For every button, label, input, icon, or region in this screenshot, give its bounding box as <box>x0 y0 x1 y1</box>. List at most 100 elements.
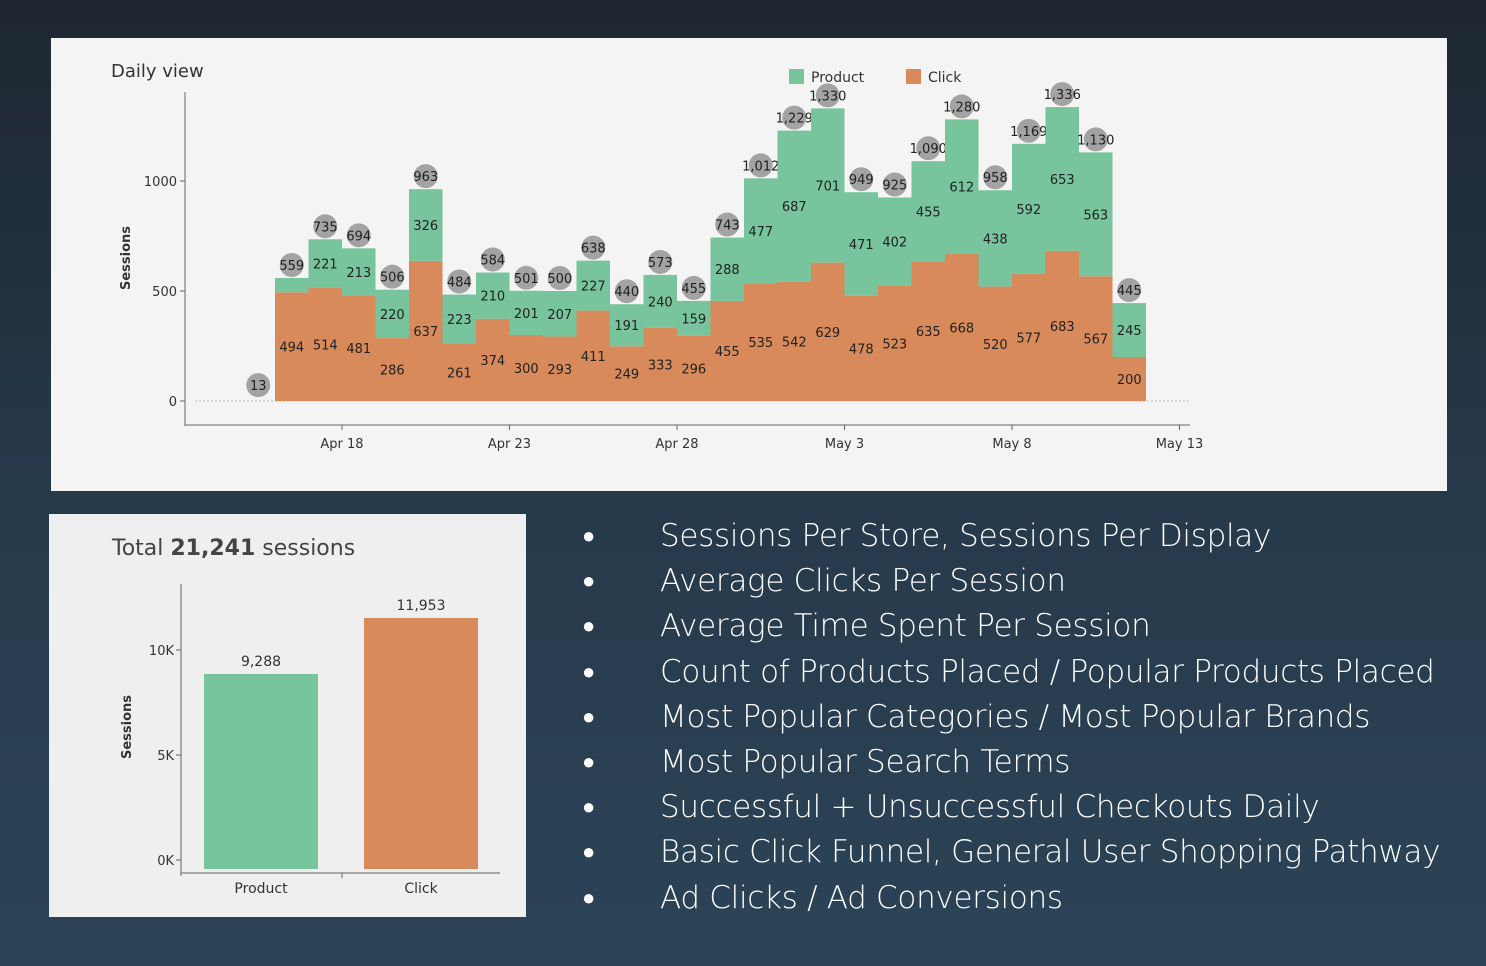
total-marker <box>1083 127 1108 152</box>
click-value-label: 249 <box>614 368 639 383</box>
bullet-icon: ● <box>582 749 595 775</box>
total-value-label: 500 <box>547 272 572 287</box>
bar-click <box>364 617 478 869</box>
click-value-label: 567 <box>1083 333 1108 348</box>
bar-group-apr-22: 374 210 584 <box>476 247 510 401</box>
click-value-label: 577 <box>1016 332 1041 347</box>
bar-product <box>509 290 543 335</box>
bar-click <box>777 281 811 401</box>
bar-click <box>978 286 1012 401</box>
total-marker <box>614 279 639 304</box>
click-value-label: 455 <box>715 345 740 360</box>
click-value-label: 514 <box>313 338 338 353</box>
total-value-label: 638 <box>581 242 606 257</box>
click-value-label: 629 <box>815 326 840 341</box>
total-marker <box>380 264 405 289</box>
product-value-label: 687 <box>782 200 807 215</box>
y-tick-label: 0K <box>157 854 174 869</box>
bar-click <box>945 254 979 401</box>
bar-product <box>844 192 878 296</box>
bar-group-apr-20: 637 326 963 <box>409 164 443 401</box>
bar-group-apr-29: 455 288 743 <box>710 212 744 401</box>
total-title: Total 21,241 sessions <box>111 536 355 561</box>
y-tick-label: 10K <box>149 644 175 659</box>
product-value-label: 210 <box>480 290 505 305</box>
y-tick-label: 500 <box>152 285 177 300</box>
bar-product <box>1012 143 1046 275</box>
product-value-label: 240 <box>648 295 673 310</box>
bar-click <box>878 285 912 401</box>
total-value-label: 1,336 <box>1044 88 1081 103</box>
product-value-label: 471 <box>849 238 874 253</box>
bar-click <box>744 283 778 401</box>
bar-product <box>945 119 979 255</box>
product-value-label: 213 <box>346 266 371 281</box>
feature-list-text: Sessions Per Store, Sessions Per Display <box>660 518 1271 554</box>
bar-product <box>643 274 677 328</box>
bar-value-label: 9,288 <box>241 654 281 670</box>
feature-list-text: Most Popular Search Terms <box>660 743 1071 780</box>
y-tick-label: 0 <box>169 395 177 410</box>
product-value-label: 563 <box>1083 208 1108 223</box>
bar-click <box>375 338 409 401</box>
total-value-label: 1,280 <box>943 100 980 115</box>
bar-click <box>844 295 878 401</box>
bar-product <box>1112 303 1146 357</box>
bar-product <box>911 161 945 262</box>
bar-click <box>409 260 443 401</box>
total-marker <box>514 265 539 290</box>
product-value-label: 402 <box>882 236 907 251</box>
y-tick-label: 5K <box>157 749 174 764</box>
bar-group-apr-15: 13 <box>246 373 271 398</box>
bar-click <box>643 327 677 401</box>
bar-click <box>677 335 711 401</box>
daily-view-chart: Daily view Sessions 0 500 1000 Apr 18 Apr 23 Ap… <box>111 61 1203 452</box>
bar-group-apr-28: 296 159 455 <box>677 275 711 401</box>
total-marker <box>346 223 371 248</box>
bar-product <box>204 673 318 869</box>
total-value-label: 694 <box>346 229 371 244</box>
bar-product <box>576 260 610 311</box>
bar-click <box>1012 274 1046 401</box>
bar-group-may-7: 520 438 958 <box>978 165 1012 401</box>
bar-group-may-2: 629 701 1,330 <box>809 83 846 401</box>
total-marker <box>480 247 505 272</box>
total-title-prefix: Total <box>111 536 170 561</box>
x-tick-label: Apr 28 <box>655 437 698 452</box>
bar-product <box>978 190 1012 287</box>
product-value-label: 438 <box>983 232 1008 247</box>
bullet-icon: ● <box>582 659 595 685</box>
product-value-label: 159 <box>681 312 706 327</box>
bar-click <box>509 335 543 401</box>
click-value-label: 411 <box>581 350 606 365</box>
bar-group-apr-24: 293 207 500 <box>543 266 577 401</box>
bar-group-may-11: 200 245 445 <box>1112 278 1146 401</box>
total-value-label: 455 <box>681 282 706 297</box>
bar-product <box>375 289 409 339</box>
bar-click <box>543 336 577 401</box>
bar-product <box>308 239 342 288</box>
bar-click <box>911 261 945 401</box>
total-marker <box>547 266 572 290</box>
total-marker <box>279 253 304 278</box>
total-value-label: 445 <box>1117 284 1142 299</box>
total-marker <box>815 83 840 108</box>
total-value-label: 13 <box>250 379 267 394</box>
click-value-label: 200 <box>1117 373 1142 388</box>
click-value-label: 481 <box>346 342 371 357</box>
product-value-label: 612 <box>949 181 974 196</box>
bar-group-apr-17: 514 221 735 <box>308 214 342 401</box>
bullet-icon: ● <box>582 795 595 821</box>
total-marker <box>949 94 974 119</box>
total-value-label: 440 <box>614 285 639 300</box>
bar-product <box>878 197 912 286</box>
bullet-icon: ● <box>582 614 595 640</box>
bar-group-apr-25: 411 227 638 <box>576 235 610 401</box>
bar-click <box>275 292 309 401</box>
x-tick-label: Apr 18 <box>320 437 363 452</box>
feature-list-text: Most Popular Categories / Most Popular B… <box>660 698 1371 735</box>
total-value-label: 501 <box>514 272 539 287</box>
bar-click <box>342 295 376 401</box>
product-value-label: 288 <box>715 263 740 278</box>
